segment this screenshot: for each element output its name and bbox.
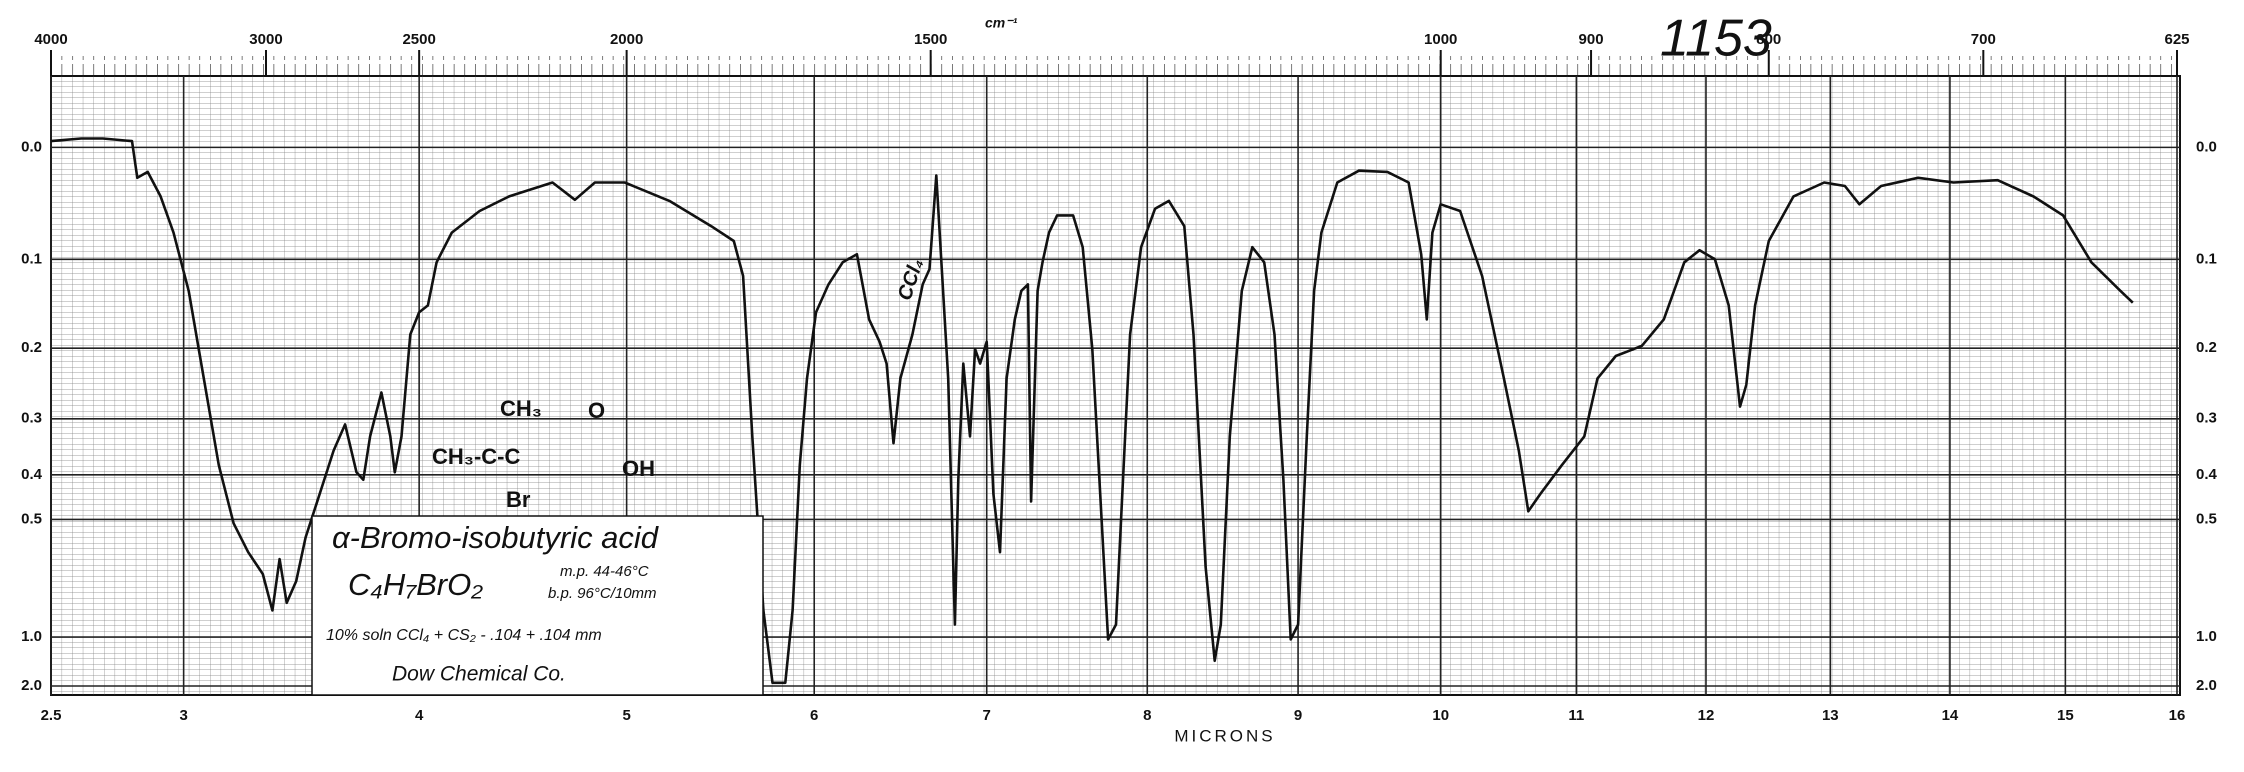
x-tick-label: 15: [2057, 707, 2074, 724]
y-tick-label: 0.0: [21, 138, 42, 155]
structure-o: O: [588, 398, 605, 423]
x2-tick-label: 2000: [610, 31, 643, 48]
y-tick-label-right: 0.0: [2196, 138, 2217, 155]
y-tick-label-right: 0.4: [2196, 466, 2218, 483]
x2-tick-label: 1500: [914, 31, 947, 48]
x2-tick-label: 1000: [1424, 31, 1457, 48]
y-tick-label: 1.0: [21, 628, 42, 645]
y-tick-label-right: 0.1: [2196, 250, 2217, 267]
top-tick-strip: [51, 56, 2180, 76]
x-tick-label: 9: [1294, 707, 1302, 724]
x-tick-label: 11: [1568, 707, 1584, 724]
y-tick-label-right: 0.5: [2196, 510, 2217, 527]
boiling-point: b.p. 96°C/10mm: [548, 585, 657, 602]
x-tick-label: 6: [810, 707, 818, 724]
x2-tick-label: 625: [2164, 31, 2189, 48]
y-tick-label: 0.1: [21, 250, 42, 267]
structure-oh: OH: [622, 456, 655, 481]
structure-br: Br: [506, 487, 531, 512]
x2-axis-label: cm⁻¹: [985, 15, 1018, 31]
y-tick-label: 0.3: [21, 410, 42, 427]
y-tick-label-right: 2.0: [2196, 677, 2217, 694]
compound-formula: C₄H₇BrO₂: [348, 567, 483, 602]
x2-tick-label: 700: [1971, 31, 1996, 48]
annotation-layer: 1153 cm⁻¹ MICRONS CCl₄ CH₃ CH₃-C-C Br O …: [311, 10, 1772, 745]
spectrum-line: [50, 137, 2134, 685]
x-tick-label: 8: [1143, 707, 1151, 724]
x2-tick-label: 900: [1579, 31, 1604, 48]
x2-tick-label: 4000: [34, 31, 67, 48]
compound-name: α-Bromo-isobutyric acid: [332, 520, 660, 555]
x-tick-label: 13: [1822, 707, 1839, 724]
structure-ch3-top: CH₃: [500, 396, 542, 421]
y-tick-label: 0.5: [21, 510, 42, 527]
x-tick-label: 12: [1698, 707, 1715, 724]
catalog-number: 1153: [1660, 10, 1772, 68]
x-tick-label: 14: [1942, 707, 1959, 724]
x-tick-label: 5: [622, 707, 630, 724]
melting-point: m.p. 44-46°C: [560, 563, 649, 580]
x2-tick-label: 2500: [402, 31, 435, 48]
x-tick-label: 2.5: [41, 707, 62, 724]
y-tick-label-right: 1.0: [2196, 628, 2217, 645]
label-box: [311, 515, 764, 696]
x-tick-label: 4: [415, 707, 424, 724]
y-tick-label: 0.2: [21, 339, 42, 356]
data-layer: [50, 137, 2134, 685]
x-tick-label: 7: [983, 707, 991, 724]
x2-tick-label: 800: [1756, 31, 1781, 48]
x-tick-label: 3: [179, 707, 187, 724]
x2-tick-label: 3000: [249, 31, 282, 48]
structure-chain: CH₃-C-C: [432, 444, 520, 469]
y-tick-label-right: 0.3: [2196, 410, 2217, 427]
x-tick-label: 10: [1432, 707, 1449, 724]
source-note: Dow Chemical Co.: [392, 663, 566, 686]
solution-note: 10% soln CCl₄ + CS₂ - .104 + .104 mm: [326, 627, 602, 644]
y-tick-label-right: 0.2: [2196, 339, 2217, 356]
y-tick-label: 0.4: [21, 466, 43, 483]
y-tick-label: 2.0: [21, 677, 42, 694]
structure-formula: CH₃ CH₃-C-C Br O OH: [432, 396, 655, 512]
x-axis-label: MICRONS: [1174, 726, 1275, 745]
x-tick-label: 16: [2169, 707, 2186, 724]
